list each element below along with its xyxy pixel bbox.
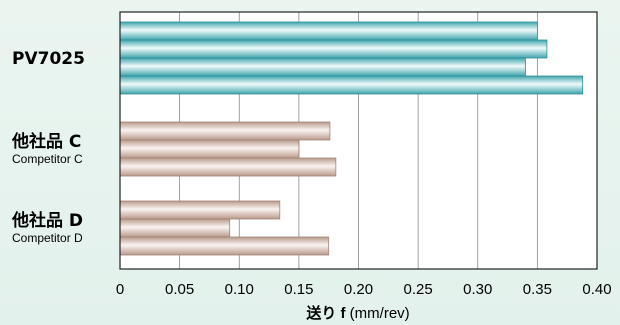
x-axis-label-main: 送り: [305, 304, 336, 322]
category-label: 他社品 D: [11, 210, 83, 231]
category-label: PV7025: [12, 49, 85, 69]
x-tick-label: 0.20: [344, 281, 373, 298]
bar: [119, 218, 231, 238]
x-axis-label-unit: (mm/rev): [350, 305, 410, 322]
bar: [119, 200, 281, 220]
plot-border: [119, 11, 598, 270]
bar: [119, 39, 548, 59]
bar: [119, 21, 538, 41]
category-sublabel: Competitor C: [12, 152, 83, 166]
x-tick-label: 0.05: [165, 281, 194, 298]
bars: [119, 21, 584, 256]
x-axis-label: 送り f (mm/rev): [305, 304, 409, 322]
bar: [119, 75, 584, 95]
bar: [119, 121, 331, 141]
x-tick-label: 0.15: [284, 281, 313, 298]
category-label: 他社品 C: [11, 131, 81, 152]
bar: [119, 57, 526, 77]
x-tick-label: 0.30: [463, 281, 492, 298]
x-axis-label-var: f: [341, 305, 347, 322]
bar: [119, 236, 330, 256]
x-tick-label: 0.25: [404, 281, 433, 298]
bar: [119, 157, 337, 177]
x-tick-label: 0: [116, 281, 124, 298]
x-tick-label: 0.35: [523, 281, 552, 298]
x-tick-labels: 0 0.05 0.10 0.15 0.20 0.25 0.30 0.35 0.40: [116, 281, 612, 298]
x-tick-label: 0.10: [225, 281, 254, 298]
bar: [119, 139, 300, 159]
x-tick-label: 0.40: [582, 281, 611, 298]
category-sublabel: Competitor D: [12, 231, 83, 245]
